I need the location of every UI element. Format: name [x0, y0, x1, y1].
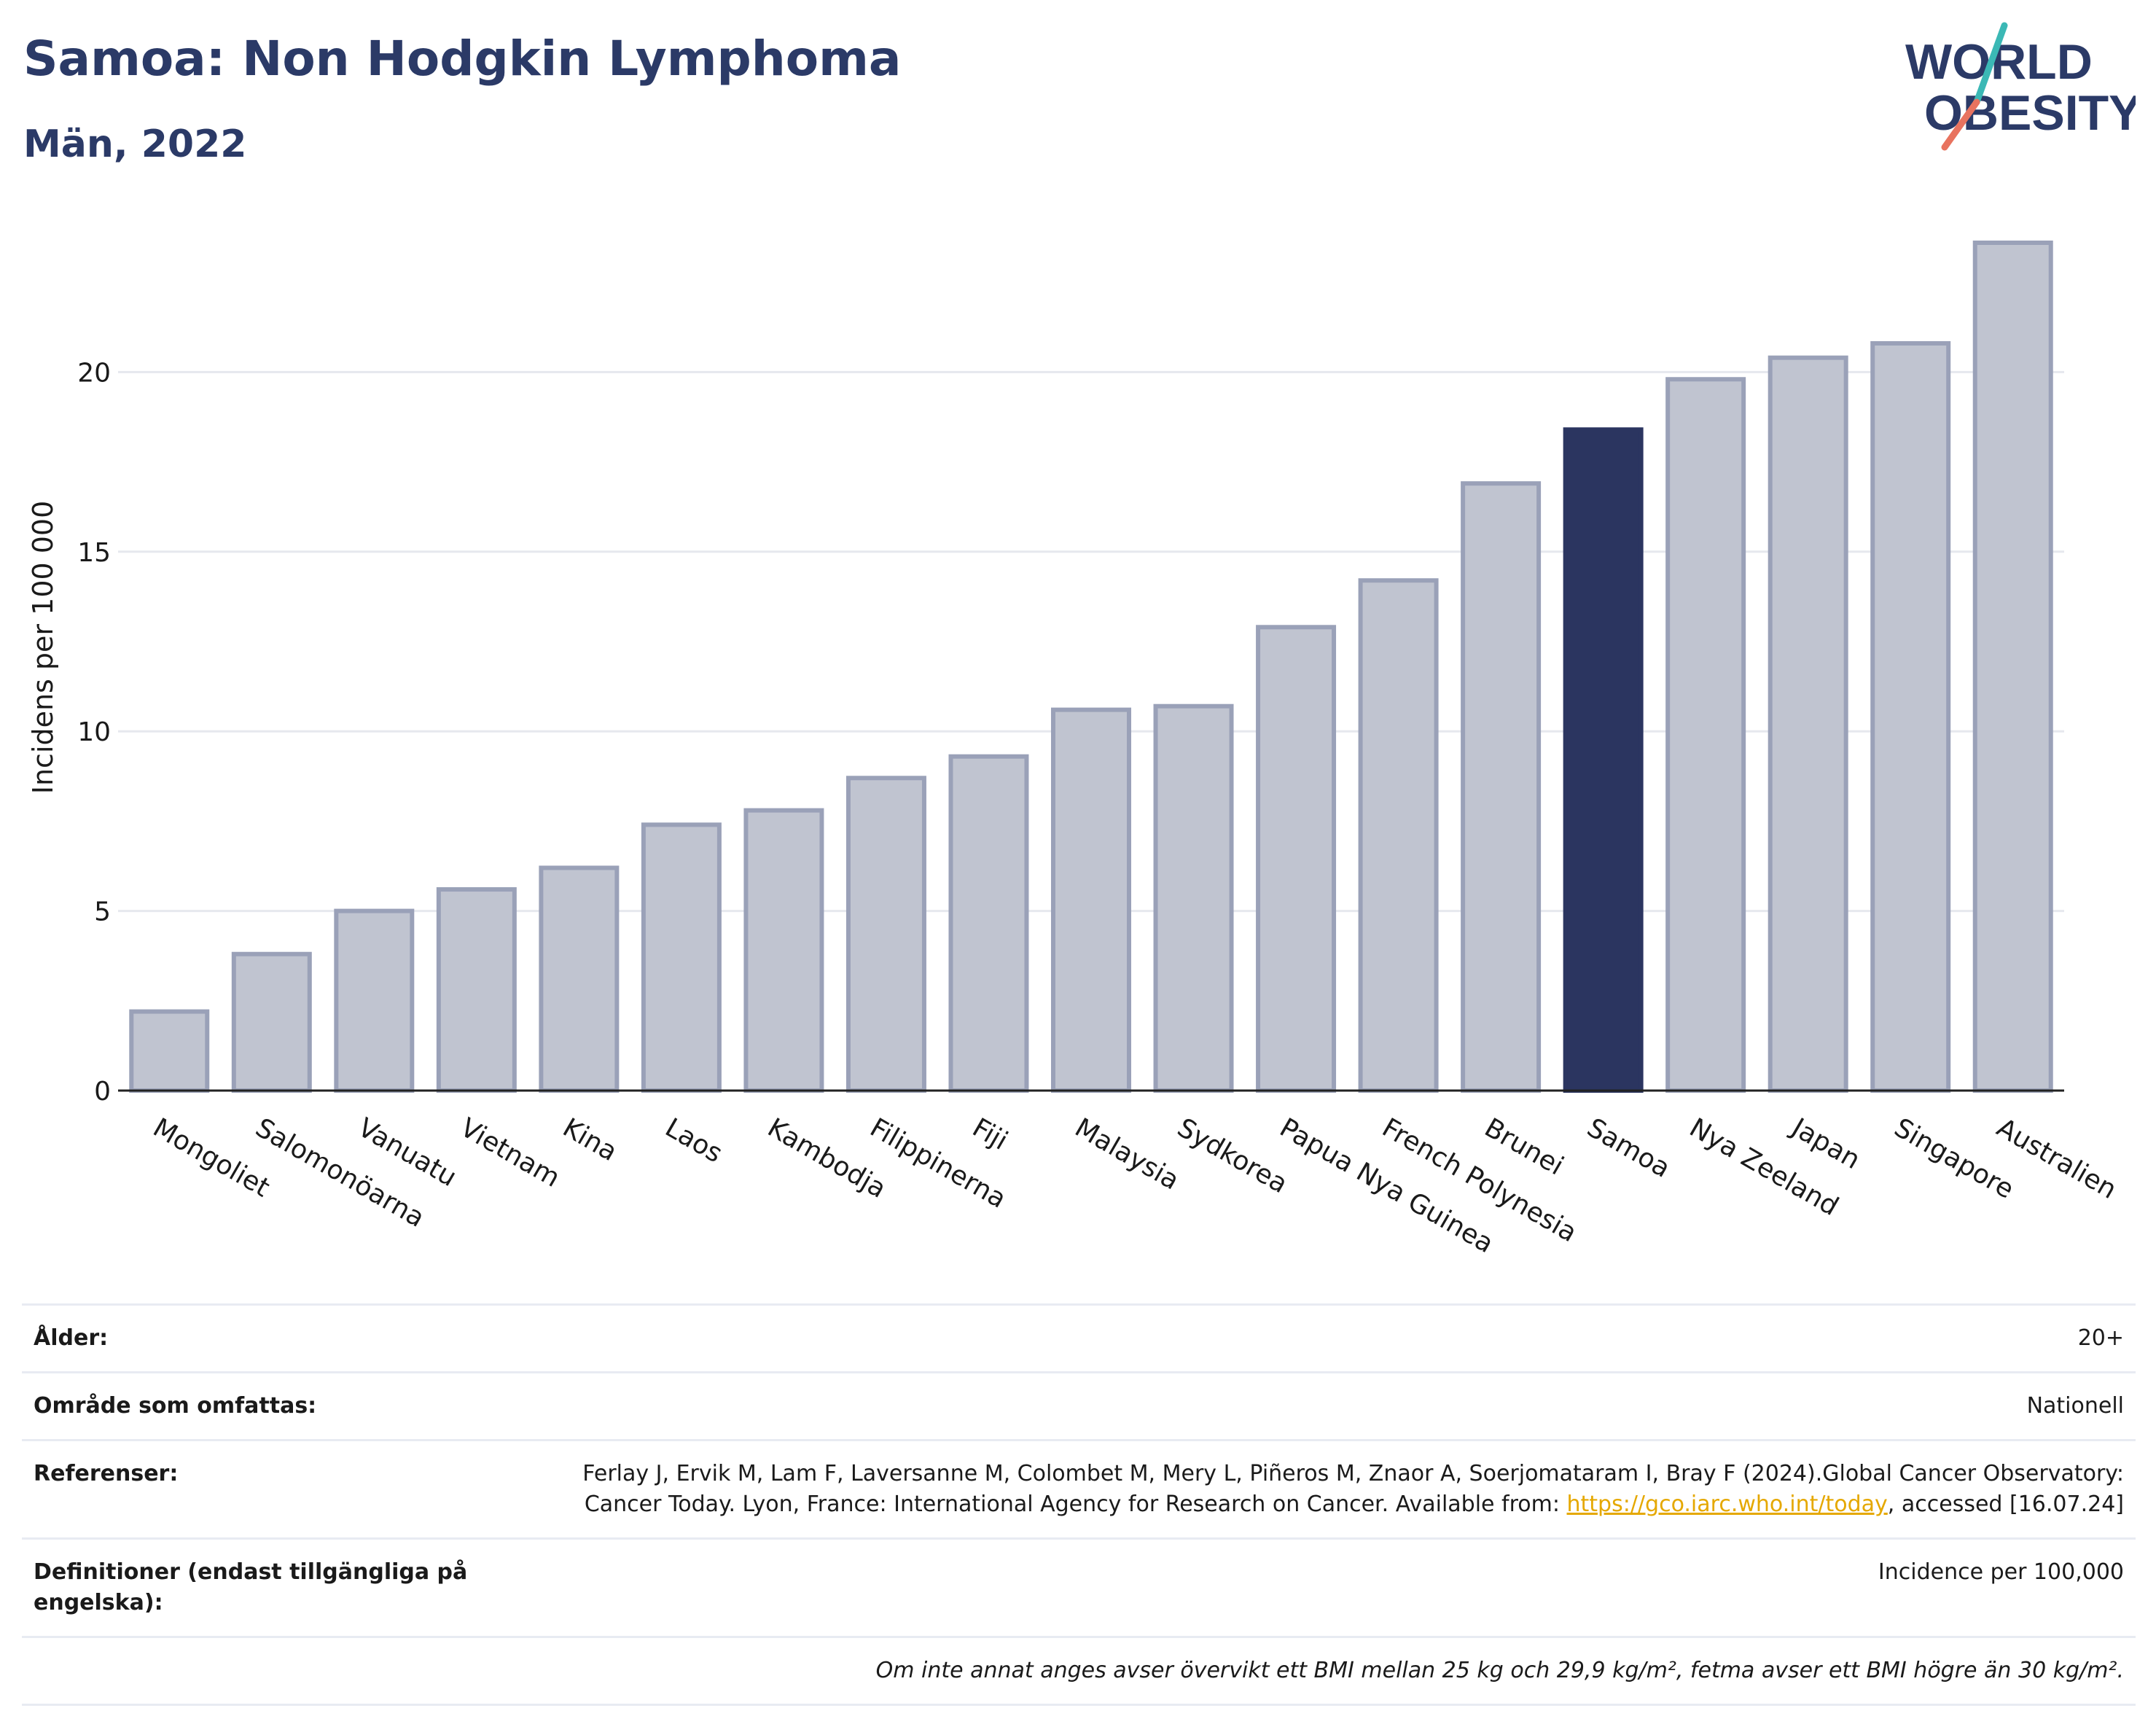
info-value: 20+ — [2077, 1325, 2124, 1351]
info-value: Ferlay J, Ervik M, Lam F, Laversanne M, … — [500, 1459, 2124, 1520]
x-tick-label: Mongoliet — [148, 1112, 275, 1203]
x-tick-label: Samoa — [1582, 1112, 1675, 1184]
reference-link[interactable]: https://gco.iarc.who.int/today — [1566, 1492, 1888, 1517]
bar-papua-nya-guinea — [1256, 625, 1337, 1093]
bar-salomonöarna — [231, 951, 312, 1093]
info-row-age: Ålder: 20+ — [22, 1303, 2136, 1371]
bars — [129, 240, 2053, 1093]
y-tick-label: 10 — [77, 717, 111, 747]
info-label: Referenser: — [34, 1461, 179, 1486]
y-tick-label: 0 — [94, 1077, 111, 1107]
bar-laos — [641, 822, 722, 1093]
info-table: Ålder: 20+ Område som omfattas: Nationel… — [22, 1303, 2136, 1706]
info-row-area: Område som omfattas: Nationell — [22, 1371, 2136, 1439]
y-tick-label: 20 — [77, 358, 111, 388]
bar-sydkorea — [1153, 703, 1234, 1093]
bmi-note: Om inte annat anges avser övervikt ett B… — [875, 1658, 2124, 1683]
x-tick-label: Fiji — [967, 1112, 1012, 1156]
bar-vanuatu — [334, 908, 415, 1093]
bar-kambodja — [743, 808, 824, 1093]
x-tick-label: Japan — [1786, 1112, 1865, 1175]
bar-kina — [539, 865, 620, 1093]
info-row-note: Om inte annat anges avser övervikt ett B… — [22, 1636, 2136, 1706]
y-tick-label: 5 — [94, 897, 111, 927]
info-label: Ålder: — [34, 1325, 109, 1351]
bar-malaysia — [1051, 707, 1131, 1093]
bar-filippinerna — [845, 776, 926, 1093]
info-row-definitions: Definitioner (endast tillgängliga på eng… — [22, 1537, 2136, 1636]
x-tick-label: Sydkorea — [1172, 1112, 1292, 1199]
y-tick-label: 15 — [77, 538, 111, 568]
x-tick-label: Salomonöarna — [250, 1112, 429, 1233]
bar-australien — [1972, 240, 2053, 1093]
bar-fiji — [948, 754, 1029, 1093]
bar-samoa — [1563, 427, 1644, 1093]
x-tick-label: Vietnam — [456, 1112, 565, 1193]
y-axis-label: Incidens per 100 000 — [27, 501, 59, 795]
x-tick-label: Laos — [660, 1112, 727, 1169]
info-label: Definitioner (endast tillgängliga på eng… — [34, 1559, 468, 1615]
bar-french-polynesia — [1358, 578, 1439, 1093]
logo-slash-coral — [1941, 98, 1980, 151]
reference-text: Ferlay J, Ervik M, Lam F, Laversanne M, … — [582, 1461, 2124, 1517]
info-value: Nationell — [2026, 1393, 2124, 1419]
reference-accessed: , accessed [16.07.24] — [1887, 1492, 2124, 1517]
chart-subtitle: Män, 2022 — [23, 122, 247, 166]
bar-nya-zeeland — [1665, 377, 1746, 1093]
bar-japan — [1768, 355, 1848, 1093]
y-axis-ticks: 0 5 10 15 20 — [77, 358, 111, 1107]
x-tick-label: Kina — [558, 1112, 622, 1167]
bar-singapore — [1870, 340, 1951, 1093]
logo-slash-teal — [1973, 22, 2008, 106]
bar-vietnam — [436, 887, 517, 1093]
info-row-references: Referenser: Ferlay J, Ervik M, Lam F, La… — [22, 1439, 2136, 1537]
info-value: Incidence per 100,000 — [1878, 1559, 2124, 1585]
bar-mongoliet — [129, 1009, 210, 1093]
world-obesity-logo: WORLD OBESITY — [1905, 22, 2136, 151]
info-label: Område som omfattas: — [34, 1393, 317, 1419]
x-tick-label: Malaysia — [1070, 1112, 1184, 1196]
chart-title: Samoa: Non Hodgkin Lymphoma — [23, 31, 902, 87]
bar-brunei — [1461, 481, 1542, 1093]
